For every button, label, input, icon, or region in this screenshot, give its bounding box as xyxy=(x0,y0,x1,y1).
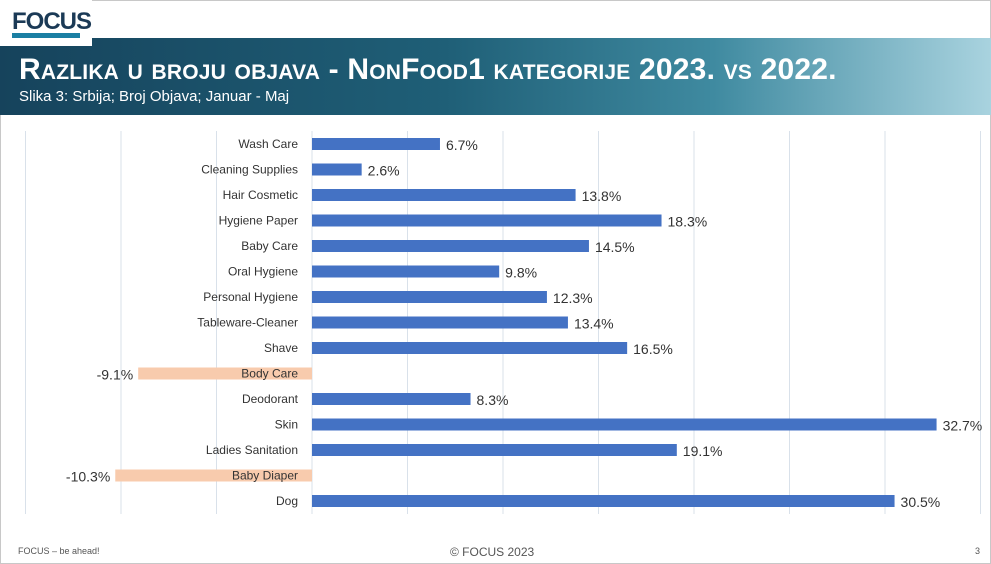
bar xyxy=(312,189,576,201)
header-banner xyxy=(0,38,991,115)
category-label: Skin xyxy=(275,418,298,432)
slide-title: Razlika u broju objava - NonFood1 katego… xyxy=(19,53,837,86)
footer-copyright: © FOCUS 2023 xyxy=(450,545,535,559)
footer-tagline: FOCUS – be ahead! xyxy=(18,546,100,556)
category-label: Body Care xyxy=(241,367,298,381)
logo-text: FOCUS xyxy=(12,8,92,35)
value-label: 8.3% xyxy=(477,392,509,408)
category-label: Shave xyxy=(264,341,298,355)
bar xyxy=(138,367,312,380)
slide-subtitle: Slika 3: Srbija; Broj Objava; Januar - M… xyxy=(19,88,290,105)
bar xyxy=(312,342,628,354)
value-label: 9.8% xyxy=(505,265,537,281)
value-label: 18.3% xyxy=(668,214,708,230)
value-label: 19.1% xyxy=(683,443,723,459)
category-label: Dog xyxy=(276,494,298,508)
bar xyxy=(312,418,937,431)
category-label: Oral Hygiene xyxy=(228,265,298,279)
category-label: Baby Care xyxy=(241,239,298,253)
category-label: Deodorant xyxy=(242,392,299,406)
value-label: 14.5% xyxy=(595,239,635,255)
category-label: Personal Hygiene xyxy=(203,290,298,304)
bar xyxy=(115,469,313,482)
logo-underline xyxy=(12,33,80,38)
category-label: Cleaning Supplies xyxy=(201,163,298,177)
category-label: Baby Diaper xyxy=(232,469,298,483)
bar xyxy=(312,138,440,150)
category-label: Hygiene Paper xyxy=(219,214,298,228)
focus-logo: FOCUS xyxy=(0,0,92,46)
bar xyxy=(312,265,500,278)
value-label: 16.5% xyxy=(633,341,673,357)
category-label: Ladies Sanitation xyxy=(206,443,298,457)
value-label: 32.7% xyxy=(943,418,983,434)
bar xyxy=(312,214,662,227)
category-label: Tableware-Cleaner xyxy=(197,316,298,330)
bar xyxy=(312,240,589,252)
bar xyxy=(312,393,471,405)
value-label: 2.6% xyxy=(368,163,400,179)
value-label: 13.4% xyxy=(574,316,614,332)
value-label: -9.1% xyxy=(97,367,134,383)
value-label: 13.8% xyxy=(582,188,622,204)
value-label: -10.3% xyxy=(66,469,110,485)
category-label: Wash Care xyxy=(238,137,298,151)
bar xyxy=(312,316,568,329)
bar xyxy=(312,291,547,303)
bar xyxy=(312,444,677,456)
value-label: 6.7% xyxy=(446,137,478,153)
bar xyxy=(312,495,895,507)
page-number: 3 xyxy=(975,546,981,556)
category-label: Hair Cosmetic xyxy=(223,188,298,202)
value-label: 30.5% xyxy=(901,494,941,510)
bar xyxy=(312,163,362,176)
value-label: 12.3% xyxy=(553,290,593,306)
